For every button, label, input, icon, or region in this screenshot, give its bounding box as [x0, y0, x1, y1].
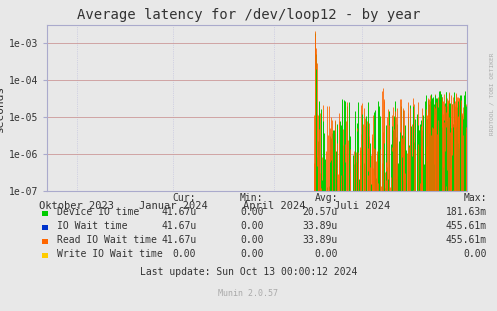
Text: 0.00: 0.00: [240, 221, 263, 231]
Text: 455.61m: 455.61m: [446, 235, 487, 245]
Text: Device IO time: Device IO time: [57, 207, 139, 217]
Text: 181.63m: 181.63m: [446, 207, 487, 217]
Text: Min:: Min:: [240, 193, 263, 202]
Y-axis label: seconds: seconds: [0, 85, 4, 132]
Text: 0.00: 0.00: [240, 207, 263, 217]
Text: Read IO Wait time: Read IO Wait time: [57, 235, 157, 245]
Text: Write IO Wait time: Write IO Wait time: [57, 249, 163, 259]
Text: Average latency for /dev/loop12 - by year: Average latency for /dev/loop12 - by yea…: [77, 8, 420, 22]
Text: Avg:: Avg:: [315, 193, 338, 202]
Text: 33.89u: 33.89u: [303, 221, 338, 231]
Text: 33.89u: 33.89u: [303, 235, 338, 245]
Text: 0.00: 0.00: [240, 249, 263, 259]
Text: Munin 2.0.57: Munin 2.0.57: [219, 290, 278, 298]
Text: Cur:: Cur:: [173, 193, 196, 202]
Text: RRDTOOL / TOBI OETIKER: RRDTOOL / TOBI OETIKER: [490, 52, 495, 135]
Text: 0.00: 0.00: [173, 249, 196, 259]
Text: 41.67u: 41.67u: [161, 207, 196, 217]
Text: 41.67u: 41.67u: [161, 235, 196, 245]
Text: 0.00: 0.00: [315, 249, 338, 259]
Text: IO Wait time: IO Wait time: [57, 221, 128, 231]
Text: Last update: Sun Oct 13 00:00:12 2024: Last update: Sun Oct 13 00:00:12 2024: [140, 267, 357, 277]
Text: 455.61m: 455.61m: [446, 221, 487, 231]
Text: 41.67u: 41.67u: [161, 221, 196, 231]
Text: 0.00: 0.00: [240, 235, 263, 245]
Text: Max:: Max:: [464, 193, 487, 202]
Text: 20.57u: 20.57u: [303, 207, 338, 217]
Text: 0.00: 0.00: [464, 249, 487, 259]
